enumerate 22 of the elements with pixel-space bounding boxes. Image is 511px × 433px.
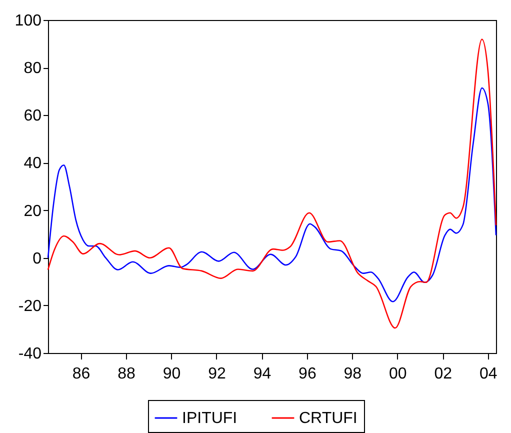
y-tick-label: -40 — [18, 346, 42, 362]
legend-label: CRTUFI — [299, 410, 358, 427]
x-tick-label: 98 — [344, 366, 362, 382]
x-tick-label: 94 — [253, 366, 272, 382]
x-tick-label: 92 — [208, 366, 226, 382]
line-series — [47, 87, 497, 302]
x-tick-label: 90 — [162, 366, 181, 382]
y-tick-label: 80 — [24, 60, 42, 78]
x-tick-label: 02 — [434, 366, 452, 382]
x-tick-label: 96 — [298, 366, 316, 382]
x-tick-label: 04 — [479, 366, 498, 382]
x-tick-label: 86 — [72, 366, 90, 382]
legend-label: IPITUFI — [182, 410, 238, 427]
y-tick-label: -20 — [18, 298, 42, 315]
y-tick-label: 40 — [24, 155, 42, 172]
x-tick-label: 00 — [389, 366, 407, 382]
y-tick-label: 60 — [24, 108, 42, 125]
line-series — [47, 38, 497, 329]
y-tick-label: 0 — [32, 250, 42, 268]
x-tick-label: 88 — [118, 366, 136, 382]
y-tick-label: 20 — [24, 202, 42, 220]
y-tick-label: 100 — [14, 12, 42, 30]
